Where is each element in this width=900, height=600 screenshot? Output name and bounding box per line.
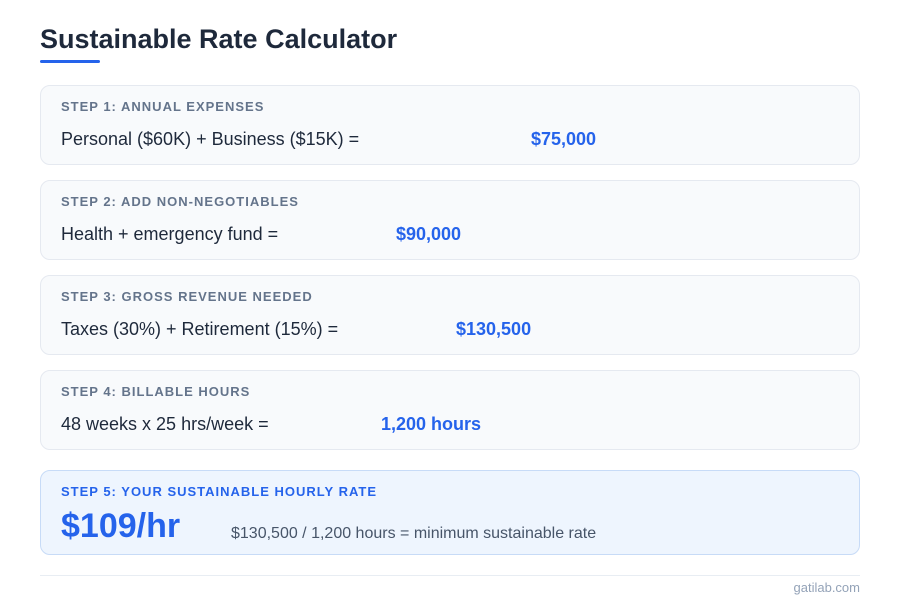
result-label: STEP 5: YOUR SUSTAINABLE HOURLY RATE xyxy=(61,484,378,499)
step-equation: Personal ($60K) + Business ($15K) = xyxy=(61,129,360,149)
step-value: $90,000 xyxy=(396,224,462,244)
step-label: STEP 4: BILLABLE HOURS xyxy=(61,384,251,399)
step-2-card: STEP 2: ADD NON-NEGOTIABLES Health + eme… xyxy=(40,180,860,260)
step-3-card: STEP 3: GROSS REVENUE NEEDED Taxes (30%)… xyxy=(40,275,860,355)
step-label: STEP 2: ADD NON-NEGOTIABLES xyxy=(61,194,299,209)
step-equation: Health + emergency fund = xyxy=(61,224,279,244)
page-title: Sustainable Rate Calculator xyxy=(40,24,398,54)
step-equation: Taxes (30%) + Retirement (15%) = xyxy=(61,319,339,339)
step-value: $130,500 xyxy=(456,319,532,339)
footer-source: gatilab.com xyxy=(793,580,860,595)
step-value: $75,000 xyxy=(531,129,597,149)
step-5-result-card: STEP 5: YOUR SUSTAINABLE HOURLY RATE $10… xyxy=(40,470,860,555)
hourly-rate: $109/hr xyxy=(61,507,181,545)
step-value: 1,200 hours xyxy=(381,414,482,434)
step-label: STEP 3: GROSS REVENUE NEEDED xyxy=(61,289,313,304)
step-4-card: STEP 4: BILLABLE HOURS 48 weeks x 25 hrs… xyxy=(40,370,860,450)
step-label: STEP 1: ANNUAL EXPENSES xyxy=(61,99,265,114)
step-1-card: STEP 1: ANNUAL EXPENSES Personal ($60K) … xyxy=(40,85,860,165)
step-equation: 48 weeks x 25 hrs/week = xyxy=(61,414,269,434)
rate-equation: $130,500 / 1,200 hours = minimum sustain… xyxy=(231,525,597,542)
footer-divider xyxy=(40,575,860,576)
title-underline xyxy=(40,60,100,63)
